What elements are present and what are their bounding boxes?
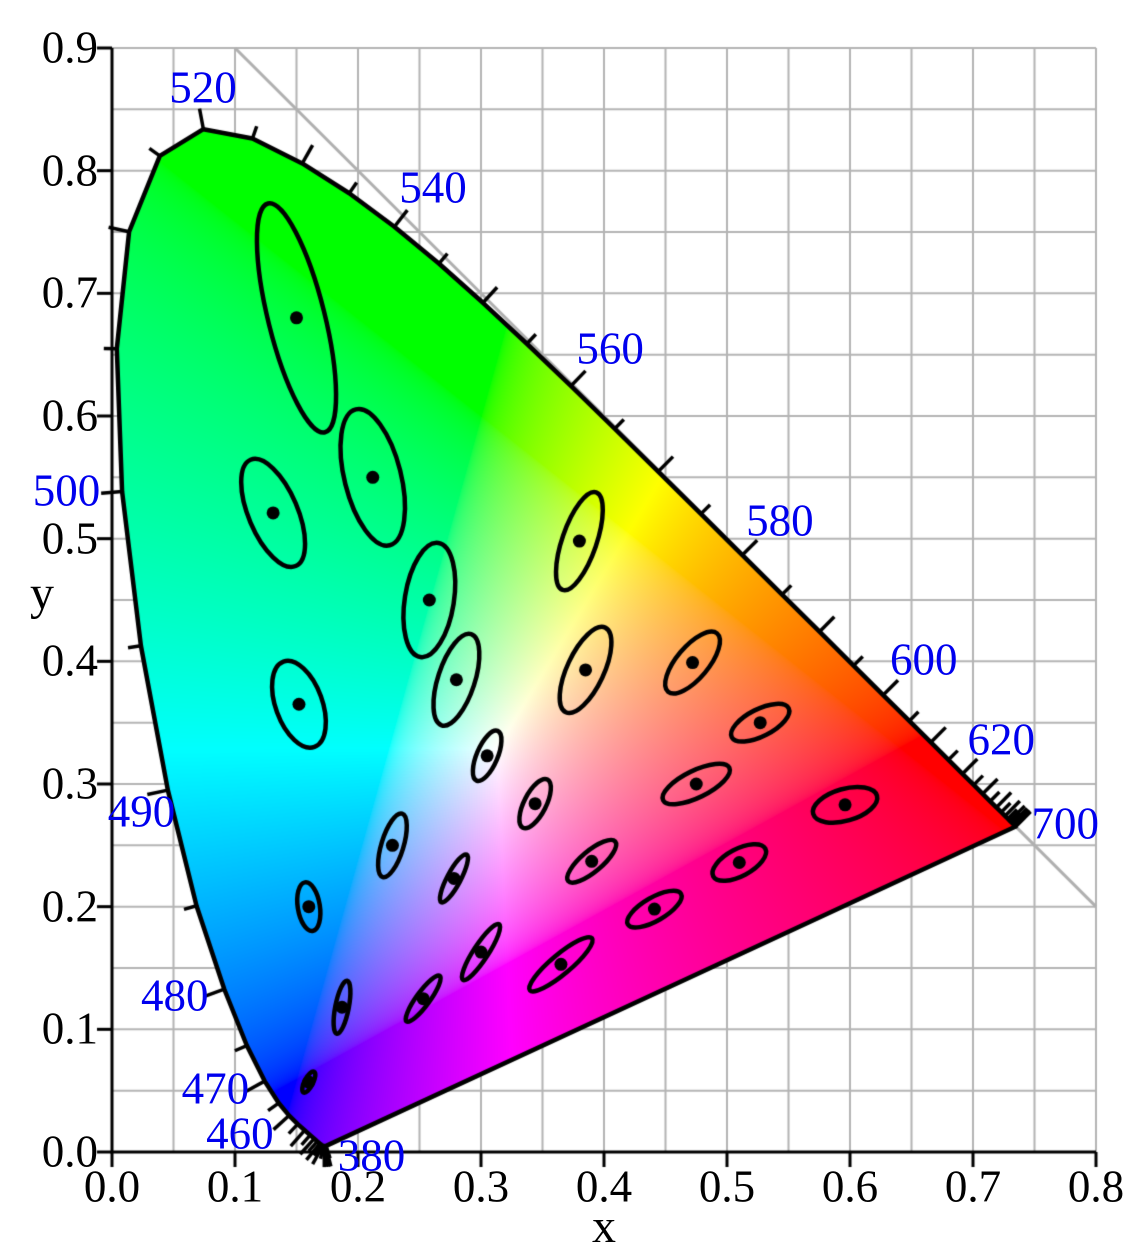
diagram-canvas: [0, 0, 1140, 1260]
cie-chromaticity-diagram: x y 0.0 0.1 0.2 0.3 0.4 0.5 0.6 0.7 0.8 0.0 0.1 0.2…: [0, 0, 1140, 1260]
